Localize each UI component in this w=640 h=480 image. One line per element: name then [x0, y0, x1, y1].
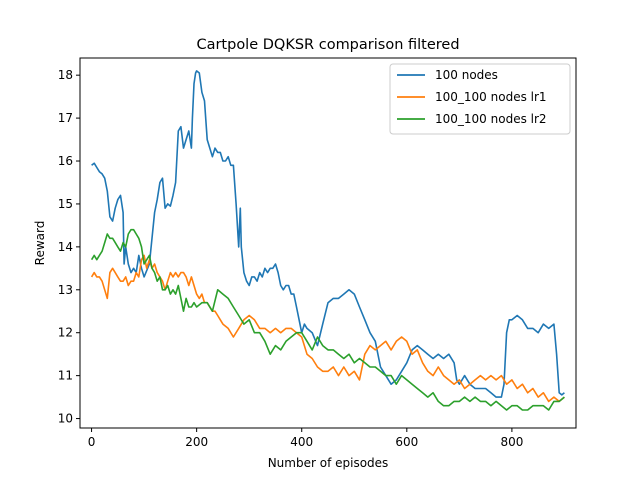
series-line-2: [90, 254, 565, 403]
y-axis: 10 11 12 13 14 15 16 17 18: [58, 68, 80, 426]
y-tick-label: 17: [58, 111, 73, 125]
plot-lines: [90, 70, 565, 411]
legend-label-1: 100 nodes: [435, 68, 498, 82]
x-tick-label: 0: [88, 435, 96, 449]
legend: 100 nodes 100_100 nodes lr1 100_100 node…: [389, 63, 571, 135]
y-tick-label: 18: [58, 68, 73, 82]
series-line-1: [91, 70, 565, 398]
x-tick-label: 400: [290, 435, 313, 449]
y-tick-label: 16: [58, 154, 73, 168]
y-tick-label: 13: [58, 283, 73, 297]
x-tick-label: 600: [395, 435, 418, 449]
chart-title: Cartpole DQKSR comparison filtered: [196, 37, 459, 53]
legend-label-3: 100_100 nodes lr2: [435, 112, 547, 126]
y-axis-title: Reward: [33, 221, 47, 266]
y-tick-label: 15: [58, 197, 73, 211]
x-axis: 0 200 400 600 800: [88, 428, 523, 449]
legend-box: [389, 63, 571, 135]
y-tick-label: 11: [58, 369, 73, 383]
x-tick-label: 800: [500, 435, 523, 449]
x-tick-label: 200: [185, 435, 208, 449]
legend-label-2: 100_100 nodes lr1: [435, 90, 547, 104]
y-tick-label: 10: [58, 412, 73, 426]
x-axis-title: Number of episodes: [268, 456, 389, 470]
plot-frame: [79, 57, 577, 429]
y-tick-label: 12: [58, 326, 73, 340]
y-tick-label: 14: [58, 240, 73, 254]
series-line-3: [90, 228, 565, 411]
